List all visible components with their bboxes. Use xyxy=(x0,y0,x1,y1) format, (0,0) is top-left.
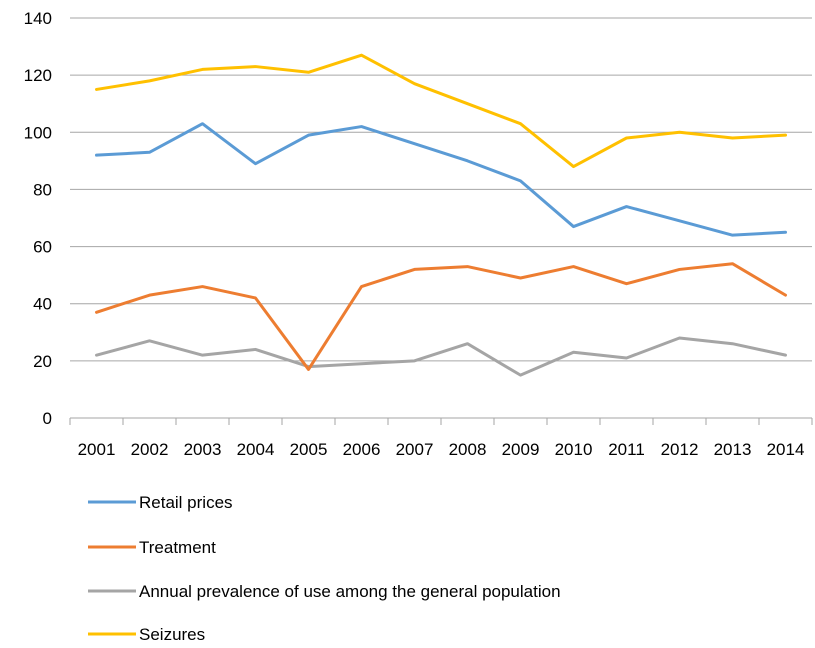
x-tick-label: 2012 xyxy=(661,440,699,459)
series-line-3 xyxy=(95,53,787,169)
series-line-2 xyxy=(95,336,787,377)
legend-label: Retail prices xyxy=(139,493,233,512)
x-tick-label: 2006 xyxy=(343,440,381,459)
y-tick-label: 80 xyxy=(33,180,52,199)
gridlines xyxy=(70,17,812,362)
y-tick-label: 140 xyxy=(24,9,52,28)
x-tick-label: 2005 xyxy=(290,440,328,459)
x-axis-ticks: 2001 2002 2003 2004 2005 2006 2007 2008 2009 2010… xyxy=(78,440,805,459)
y-tick-label: 40 xyxy=(33,295,52,314)
x-tick-label: 2008 xyxy=(449,440,487,459)
series-lines xyxy=(95,53,787,377)
x-tick-label: 2013 xyxy=(714,440,752,459)
x-tick-label: 2009 xyxy=(502,440,540,459)
series-line-1 xyxy=(95,262,787,371)
x-tick-label: 2003 xyxy=(184,440,222,459)
legend-label: Treatment xyxy=(139,538,216,557)
series-line-0 xyxy=(95,122,787,237)
x-tick-label: 2002 xyxy=(131,440,169,459)
legend: Retail prices Treatment Annual prevalence … xyxy=(88,493,561,644)
y-tick-label: 0 xyxy=(43,409,52,428)
y-tick-label: 100 xyxy=(24,123,52,142)
x-tick-label: 2014 xyxy=(767,440,805,459)
x-tick-label: 2010 xyxy=(555,440,593,459)
x-tick-label: 2007 xyxy=(396,440,434,459)
x-tick-label: 2011 xyxy=(608,440,645,459)
legend-label: Annual prevalence of use among the gener… xyxy=(139,582,561,601)
axes xyxy=(69,417,813,425)
y-axis-ticks: 0 20 40 60 80 100 120 140 xyxy=(24,9,52,428)
x-tick-label: 2001 xyxy=(78,440,116,459)
x-tick-label: 2004 xyxy=(237,440,275,459)
y-tick-label: 120 xyxy=(24,66,52,85)
y-tick-label: 60 xyxy=(33,238,52,257)
y-tick-label: 20 xyxy=(33,352,52,371)
legend-label: Seizures xyxy=(139,625,205,644)
